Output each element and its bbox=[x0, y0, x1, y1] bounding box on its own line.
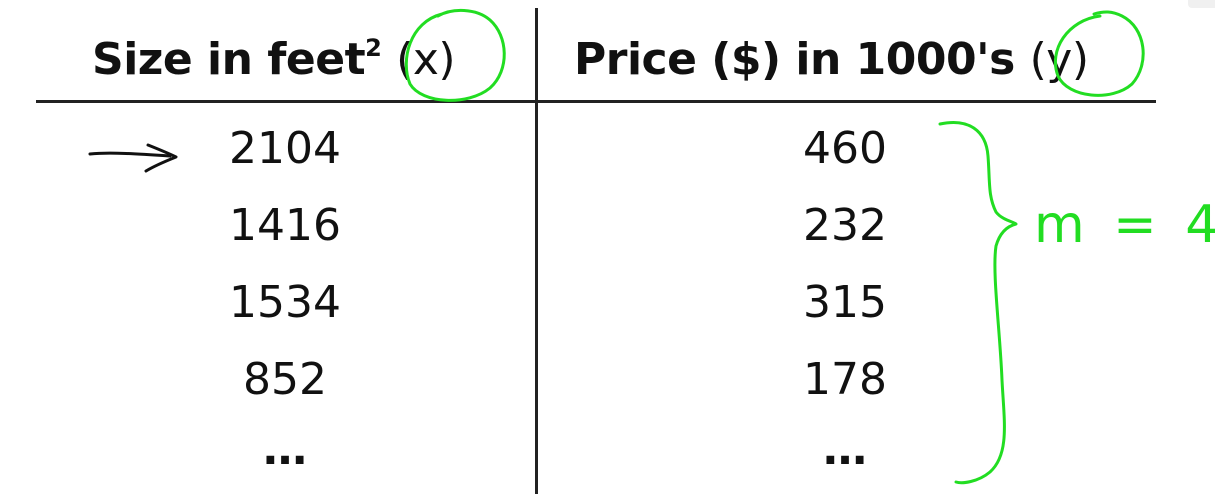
table-cell-size: 852 bbox=[243, 354, 327, 405]
table-cell-price-ellipsis: … bbox=[823, 424, 867, 475]
corner-mark bbox=[1188, 0, 1215, 8]
header-price-label: Price ($) in 1000's bbox=[574, 34, 1015, 85]
header-price: Price ($) in 1000's (y) bbox=[574, 28, 1089, 92]
header-size: Size in feet2 (x) bbox=[92, 28, 456, 92]
table-cell-price: 460 bbox=[803, 123, 887, 174]
table-cell-price: 315 bbox=[803, 277, 887, 328]
sample-count-note: m = 47 bbox=[1034, 195, 1215, 255]
header-size-label: Size in feet bbox=[92, 34, 366, 85]
table-cell-price: 232 bbox=[803, 200, 887, 251]
column-size: 2104 1416 1534 852 … bbox=[135, 110, 435, 494]
header-size-superscript: 2 bbox=[365, 34, 382, 62]
table-cell-size: 1416 bbox=[229, 200, 341, 251]
column-divider bbox=[535, 8, 538, 494]
table-cell-size-ellipsis: … bbox=[263, 424, 307, 475]
table-cell-size: 2104 bbox=[229, 123, 341, 174]
column-price: 460 232 315 178 … bbox=[695, 110, 995, 494]
table-cell-price: 178 bbox=[803, 354, 887, 405]
table-cell-size: 1534 bbox=[229, 277, 341, 328]
header-rule bbox=[36, 100, 1156, 103]
header-y-variable: (y) bbox=[1029, 34, 1089, 85]
header-x-variable: (x) bbox=[396, 34, 456, 85]
